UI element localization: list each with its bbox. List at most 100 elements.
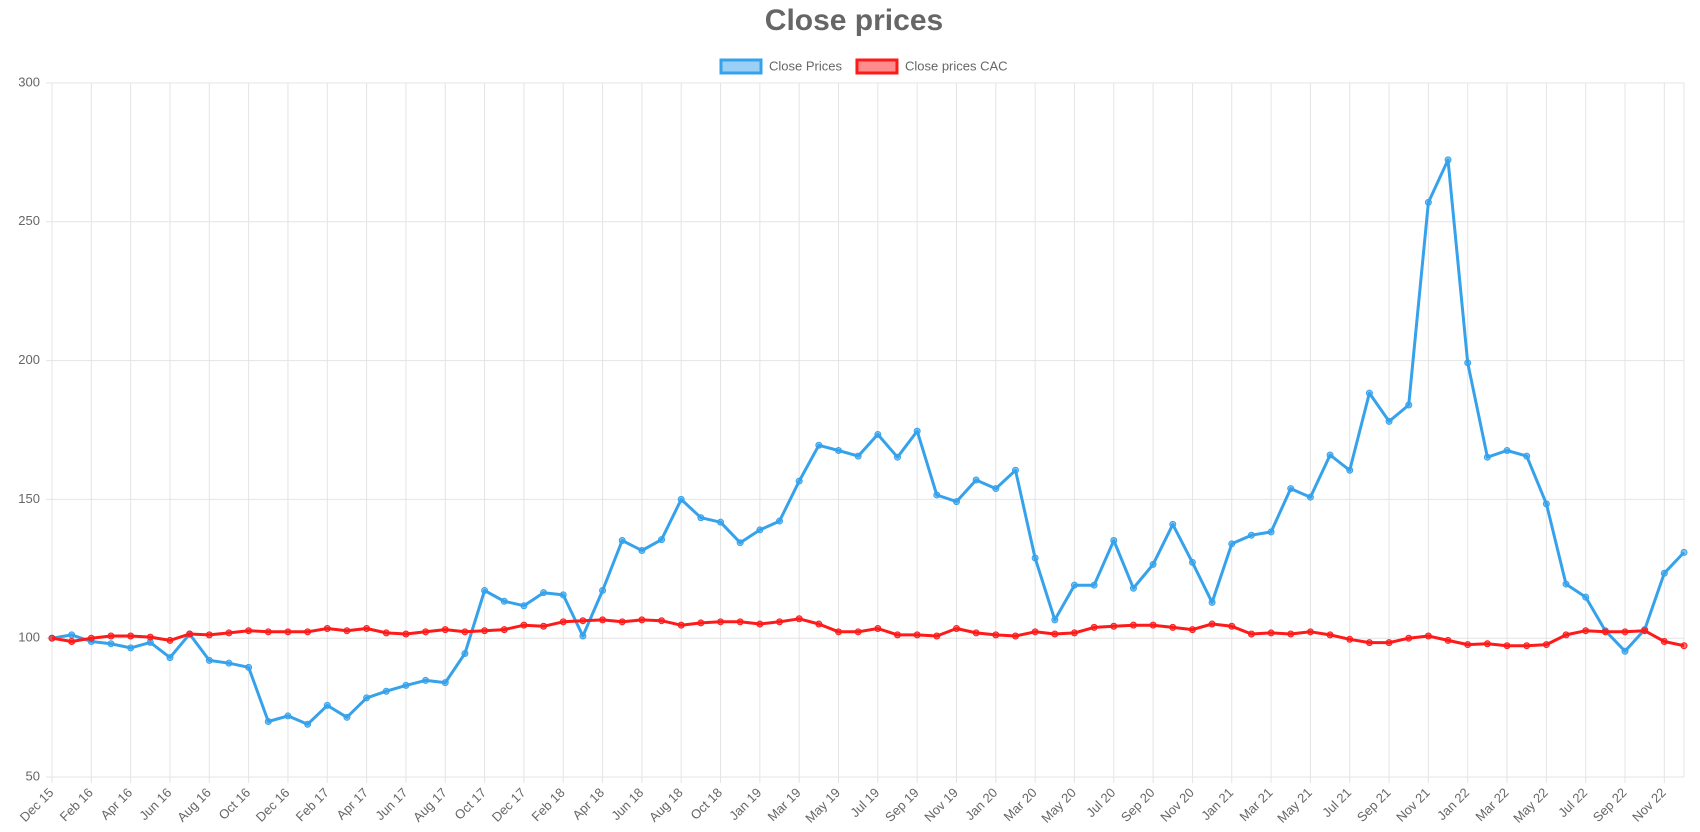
x-tick-label: Dec 17	[489, 785, 529, 825]
y-tick-label: 50	[26, 768, 40, 783]
point	[363, 694, 371, 702]
x-tick-label: Oct 18	[687, 785, 725, 823]
point	[1090, 581, 1098, 589]
point	[717, 618, 725, 626]
point	[677, 621, 685, 629]
x-tick-label: Nov 21	[1393, 785, 1433, 825]
point	[1011, 632, 1019, 640]
point	[1287, 485, 1295, 493]
point	[68, 631, 76, 639]
x-tick-label: Jul 20	[1083, 785, 1118, 820]
point	[1365, 389, 1373, 397]
point	[992, 485, 1000, 493]
point	[245, 627, 253, 635]
point	[323, 624, 331, 632]
point	[1070, 581, 1078, 589]
y-tick-label: 150	[18, 491, 40, 506]
point	[736, 618, 744, 626]
x-tick-label: May 20	[1038, 785, 1079, 826]
point	[795, 477, 803, 485]
point	[933, 491, 941, 499]
x-tick-label: Apr 16	[98, 785, 136, 823]
point	[343, 713, 351, 721]
x-tick-label: Jul 19	[847, 785, 882, 820]
point	[68, 638, 76, 646]
point	[1169, 623, 1177, 631]
x-tick-label: May 21	[1274, 785, 1315, 826]
point	[166, 636, 174, 644]
point	[1385, 417, 1393, 425]
point	[166, 654, 174, 662]
legend-swatch	[855, 58, 899, 75]
point	[146, 633, 154, 641]
point	[264, 717, 272, 725]
point	[835, 628, 843, 636]
point	[638, 616, 646, 624]
point	[677, 495, 685, 503]
point	[1483, 640, 1491, 648]
point	[540, 622, 548, 630]
y-tick-label: 100	[18, 630, 40, 645]
y-tick-label: 200	[18, 352, 40, 367]
point	[1011, 466, 1019, 474]
x-tick-label: Nov 22	[1629, 785, 1669, 825]
point	[638, 546, 646, 554]
point	[1051, 630, 1059, 638]
x-tick-label: Sep 21	[1354, 785, 1394, 825]
x-tick-label: Mar 20	[1000, 785, 1039, 824]
point	[1601, 628, 1609, 636]
point	[382, 687, 390, 695]
point	[559, 591, 567, 599]
x-tick-label: Nov 20	[1157, 785, 1197, 825]
point	[1444, 636, 1452, 644]
x-tick-label: Jan 22	[1434, 785, 1472, 823]
x-tick-label: Sep 22	[1590, 785, 1630, 825]
x-tick-label: Jun 16	[136, 785, 174, 823]
point	[1247, 531, 1255, 539]
x-tick-label: Mar 19	[765, 785, 804, 824]
x-tick-label: Apr 17	[333, 785, 371, 823]
point	[304, 628, 312, 636]
x-tick-label: Feb 16	[57, 785, 96, 824]
point	[1523, 642, 1531, 650]
point	[1031, 628, 1039, 636]
point	[1110, 536, 1118, 544]
point	[323, 701, 331, 709]
point	[618, 536, 626, 544]
point	[717, 518, 725, 526]
point	[795, 615, 803, 623]
point	[245, 663, 253, 671]
point	[264, 628, 272, 636]
point	[776, 517, 784, 525]
point	[48, 634, 56, 642]
point	[1070, 629, 1078, 637]
point	[893, 453, 901, 461]
point	[205, 656, 213, 664]
point	[225, 629, 233, 637]
point	[127, 644, 135, 652]
point	[1188, 558, 1196, 566]
point	[874, 430, 882, 438]
point	[1660, 569, 1668, 577]
point	[1306, 493, 1314, 501]
point	[1110, 622, 1118, 630]
point	[107, 632, 115, 640]
point	[304, 720, 312, 728]
point	[658, 617, 666, 625]
point	[756, 620, 764, 628]
point	[461, 628, 469, 636]
point	[1188, 626, 1196, 634]
point	[1405, 401, 1413, 409]
point	[756, 526, 764, 534]
x-tick-label: Dec 16	[253, 785, 293, 825]
point	[520, 602, 528, 610]
point	[402, 681, 410, 689]
point	[1326, 451, 1334, 459]
point	[481, 627, 489, 635]
point	[972, 476, 980, 484]
x-tick-label: Feb 18	[529, 785, 568, 824]
series-line	[51, 617, 1685, 648]
point	[913, 631, 921, 639]
point	[1267, 629, 1275, 637]
